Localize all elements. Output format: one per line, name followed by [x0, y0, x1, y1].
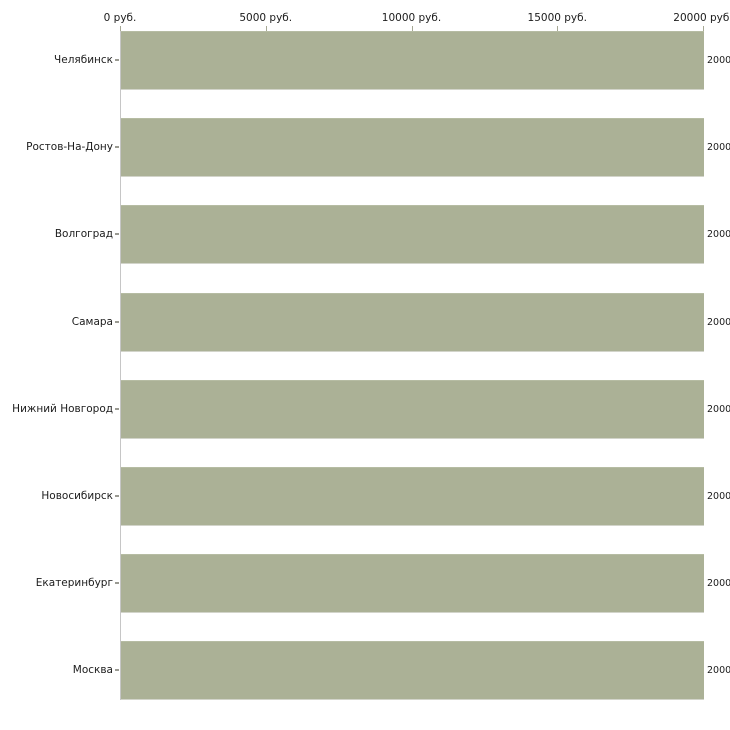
y-axis-label: Волгоград [54, 228, 113, 240]
y-axis-tick [115, 233, 119, 235]
y-axis-tick [115, 669, 119, 671]
x-tick-label: 5000 руб. [239, 12, 293, 24]
bar-value-label: 20000 [707, 55, 730, 66]
bar-row: Нижний Новгород 20000 [12, 380, 730, 439]
y-axis-label: Челябинск [54, 54, 113, 66]
y-axis-tick [115, 495, 119, 497]
bar-value-label: 20000 [707, 578, 730, 589]
y-axis-label: Самара [71, 316, 113, 328]
y-axis-label: Москва [72, 664, 113, 676]
x-tick-mark [703, 26, 704, 31]
plot-area: 0 руб. 5000 руб. 10000 руб. 15000 руб. 2… [12, 0, 730, 730]
bar-row: Екатеринбург 20000 [36, 554, 730, 613]
bar [121, 554, 704, 613]
bar [121, 467, 704, 526]
bar [121, 380, 704, 439]
y-axis-tick [115, 321, 119, 323]
y-axis-label: Ростов-На-Дону [26, 141, 113, 153]
y-axis-tick [115, 59, 119, 61]
y-axis-tick [115, 582, 119, 584]
bar-value-label: 20000 [707, 665, 730, 676]
bar [121, 31, 704, 90]
y-axis-label: Нижний Новгород [12, 403, 113, 415]
bar-row: Самара 20000 [72, 293, 730, 352]
bar [121, 293, 704, 352]
bar-row: Москва 20000 [73, 641, 730, 700]
bar-value-label: 20000 [707, 142, 730, 153]
x-tick-label: 20000 руб. [673, 12, 730, 24]
bar-row: Волгоград 20000 [55, 205, 730, 264]
x-tick-label: 0 руб. [103, 12, 137, 24]
bar-row: Новосибирск 20000 [41, 467, 730, 526]
bar-value-label: 20000 [707, 317, 730, 328]
bar [121, 205, 704, 264]
x-tick-mark [120, 26, 121, 31]
bar-value-label: 20000 [707, 404, 730, 415]
bar-row: Челябинск 20000 [54, 31, 730, 90]
y-axis-line [120, 28, 121, 700]
y-axis-label: Новосибирск [41, 490, 113, 502]
x-tick-label: 10000 руб. [381, 12, 442, 24]
bar-row: Ростов-На-Дону 20000 [26, 118, 730, 177]
x-tick-label: 15000 руб. [527, 12, 587, 24]
bar [121, 641, 704, 700]
x-tick-mark [411, 26, 413, 31]
y-axis-tick [115, 408, 119, 410]
x-tick-mark [265, 26, 267, 31]
bar-value-label: 20000 [707, 229, 730, 240]
y-axis-tick [115, 146, 119, 148]
x-tick-mark [557, 26, 559, 31]
y-axis-label: Екатеринбург [35, 577, 113, 589]
bar [121, 118, 704, 177]
bar-value-label: 20000 [707, 491, 730, 502]
